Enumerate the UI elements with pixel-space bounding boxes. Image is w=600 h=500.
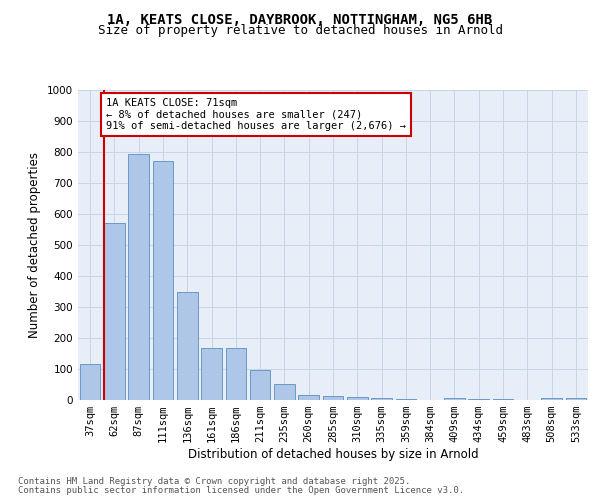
Text: Contains public sector information licensed under the Open Government Licence v3: Contains public sector information licen… [18,486,464,495]
Text: Size of property relative to detached houses in Arnold: Size of property relative to detached ho… [97,24,503,37]
X-axis label: Distribution of detached houses by size in Arnold: Distribution of detached houses by size … [188,448,478,461]
Bar [152,162,173,400]
Bar [226,348,246,400]
Bar [104,224,125,400]
Bar [80,364,100,400]
Bar [250,370,271,400]
Y-axis label: Number of detached properties: Number of detached properties [28,152,41,338]
Text: 1A KEATS CLOSE: 71sqm
← 8% of detached houses are smaller (247)
91% of semi-deta: 1A KEATS CLOSE: 71sqm ← 8% of detached h… [106,98,406,131]
Text: 1A, KEATS CLOSE, DAYBROOK, NOTTINGHAM, NG5 6HB: 1A, KEATS CLOSE, DAYBROOK, NOTTINGHAM, N… [107,12,493,26]
Bar [444,398,465,400]
Bar [371,398,392,400]
Text: Contains HM Land Registry data © Crown copyright and database right 2025.: Contains HM Land Registry data © Crown c… [18,477,410,486]
Bar [128,154,149,400]
Bar [201,348,222,400]
Bar [177,292,197,400]
Bar [566,398,586,400]
Bar [395,399,416,400]
Bar [347,397,368,400]
Bar [274,384,295,400]
Bar [541,398,562,400]
Bar [298,394,319,400]
Bar [323,396,343,400]
